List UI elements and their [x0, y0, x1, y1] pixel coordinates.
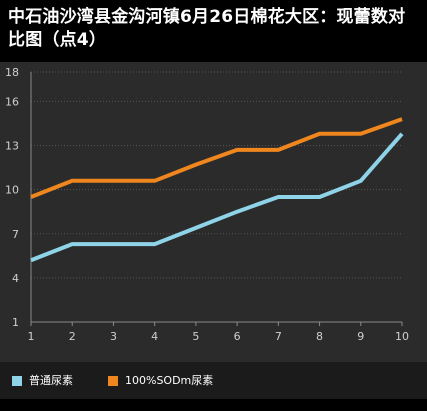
x-tick-label: 5 — [192, 330, 199, 343]
x-tick-label: 9 — [357, 330, 364, 343]
y-tick-label: 7 — [12, 228, 19, 241]
y-tick-label: 4 — [12, 272, 19, 285]
y-tick-label: 18 — [5, 66, 19, 79]
legend: 普通尿素 100%SODm尿素 — [0, 362, 427, 399]
plot-panel — [0, 62, 427, 362]
x-tick-label: 10 — [395, 330, 409, 343]
series-line-2 — [30, 117, 403, 199]
x-tick-label: 8 — [316, 330, 323, 343]
y-tick-label: 13 — [5, 140, 19, 153]
y-tick-label: 10 — [5, 184, 19, 197]
x-tick-label: 4 — [151, 330, 158, 343]
x-tick-label: 7 — [275, 330, 282, 343]
legend-swatch-series-2 — [108, 376, 118, 386]
bottom-strip — [0, 399, 427, 411]
y-tick-label: 1 — [12, 316, 19, 329]
legend-item-series-1: 普通尿素 — [12, 374, 73, 388]
x-tick-label: 2 — [69, 330, 76, 343]
x-tick-label: 6 — [234, 330, 241, 343]
legend-label-series-1: 普通尿素 — [29, 374, 73, 387]
legend-swatch-series-1 — [12, 376, 22, 386]
legend-item-series-2: 100%SODm尿素 — [108, 374, 213, 388]
x-tick-label: 3 — [110, 330, 117, 343]
y-tick-label: 16 — [5, 95, 19, 108]
chart-title: 中石油沙湾县金沟河镇6月26日棉花大区：现蕾数对比图（点4） — [8, 7, 406, 50]
x-tick-label: 1 — [28, 330, 35, 343]
legend-label-series-2: 100%SODm尿素 — [125, 374, 214, 387]
series-line-1 — [30, 132, 404, 263]
line-chart: 1 4 7 10 13 16 18 1 2 3 4 5 6 7 8 9 10 — [5, 66, 409, 343]
